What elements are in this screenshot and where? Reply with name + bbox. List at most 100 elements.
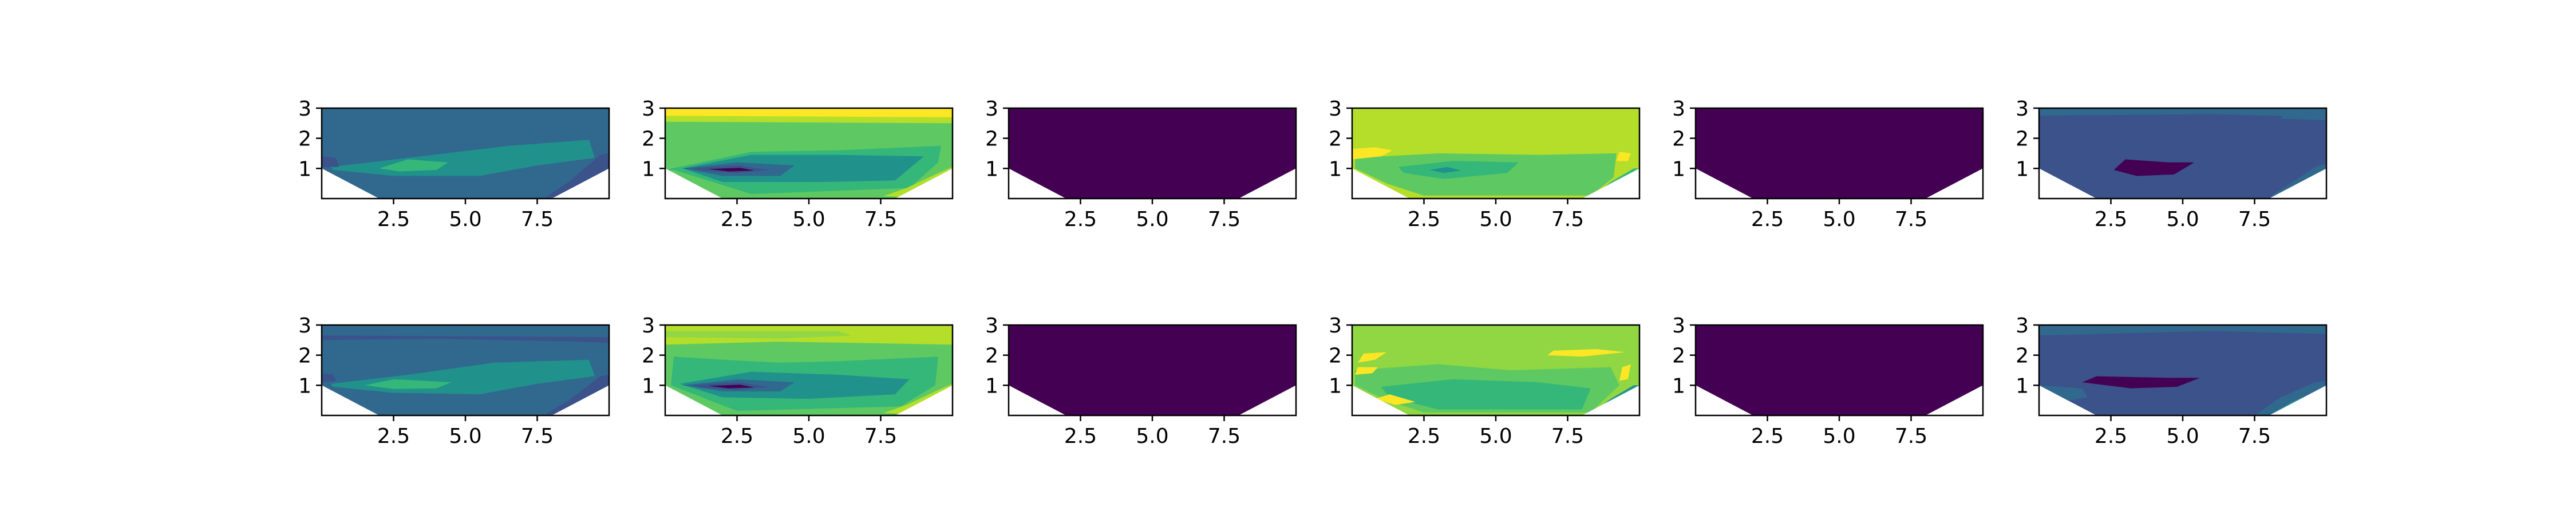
x-tick-label: 2.5 xyxy=(377,425,410,448)
y-tick-label: 3 xyxy=(1672,314,1685,338)
contour-background xyxy=(1696,325,1983,415)
x-tick-label: 2.5 xyxy=(1064,425,1097,448)
y-tick-label: 2 xyxy=(1329,344,1342,368)
contour-region xyxy=(1429,167,1461,173)
contour-region xyxy=(379,159,448,172)
x-tick-label: 5.0 xyxy=(792,425,825,448)
y-tick-label: 1 xyxy=(1672,157,1685,181)
x-tick-label: 5.0 xyxy=(2166,208,2199,231)
y-tick-label: 3 xyxy=(985,97,998,121)
y-tick-label: 3 xyxy=(642,97,655,121)
contour-region xyxy=(2280,112,2326,121)
y-tick-label: 2 xyxy=(985,344,998,368)
x-tick-label: 2.5 xyxy=(377,208,410,231)
y-tick-label: 2 xyxy=(1672,344,1685,368)
x-tick-label: 2.5 xyxy=(1751,425,1784,448)
x-tick-label: 5.0 xyxy=(1136,208,1168,231)
y-tick-label: 3 xyxy=(1672,97,1685,121)
contour-region xyxy=(322,156,339,167)
x-tick-label: 5.0 xyxy=(1136,425,1168,448)
y-tick-label: 1 xyxy=(1329,157,1342,181)
contour-panel-row1-col5: 2.5 5.0 7.5 1 2 3 xyxy=(1672,97,1984,231)
contour-region xyxy=(2039,108,2326,117)
contour-background xyxy=(1009,108,1296,199)
contour-region xyxy=(1352,147,1393,160)
y-tick-label: 1 xyxy=(2016,374,2029,398)
y-tick-label: 2 xyxy=(1329,128,1342,151)
x-tick-label: 5.0 xyxy=(449,208,481,231)
contour-region xyxy=(1381,379,1591,410)
x-tick-label: 7.5 xyxy=(1551,208,1584,231)
contour-region xyxy=(1358,352,1387,363)
x-tick-label: 2.5 xyxy=(2095,208,2127,231)
x-tick-label: 5.0 xyxy=(1479,208,1512,231)
x-tick-label: 5.0 xyxy=(1823,425,1855,448)
contour-panel-row1-col4: 2.5 5.0 7.5 1 2 3 xyxy=(1329,97,1641,231)
x-tick-label: 2.5 xyxy=(721,208,753,231)
x-tick-label: 7.5 xyxy=(2238,208,2271,231)
contour-region xyxy=(665,108,953,117)
contour-background xyxy=(1696,108,1983,199)
y-tick-label: 3 xyxy=(2016,314,2029,338)
contour-panel-row1-col1: 2.5 5.0 7.5 1 2 3 xyxy=(298,97,610,231)
y-tick-label: 1 xyxy=(1329,374,1342,398)
contour-panel-row1-col6: 2.5 5.0 7.5 1 2 3 xyxy=(2016,97,2328,231)
contour-region xyxy=(365,379,451,389)
contour-region xyxy=(1355,367,1378,375)
x-tick-label: 7.5 xyxy=(521,208,554,231)
y-tick-label: 2 xyxy=(642,128,655,151)
contour-panel-row1-col2: 2.5 5.0 7.5 1 2 3 xyxy=(642,97,954,231)
contour-region xyxy=(2039,325,2326,336)
x-tick-label: 7.5 xyxy=(2238,425,2271,448)
y-tick-label: 3 xyxy=(2016,97,2029,121)
contour-region xyxy=(546,374,609,414)
contour-background xyxy=(1009,325,1296,415)
x-tick-label: 5.0 xyxy=(792,208,825,231)
contour-region xyxy=(2113,159,2195,176)
y-tick-label: 1 xyxy=(1672,374,1685,398)
contour-region xyxy=(883,383,953,414)
x-tick-label: 2.5 xyxy=(721,425,753,448)
x-tick-label: 7.5 xyxy=(1208,425,1240,448)
x-tick-label: 5.0 xyxy=(449,425,481,448)
y-tick-label: 3 xyxy=(642,314,655,338)
contour-region xyxy=(1619,364,1631,381)
y-tick-label: 2 xyxy=(985,128,998,151)
y-tick-label: 1 xyxy=(298,374,311,398)
contour-panel-row2-col5: 2.5 5.0 7.5 1 2 3 xyxy=(1672,314,1984,448)
y-tick-label: 1 xyxy=(642,374,655,398)
x-tick-label: 2.5 xyxy=(1064,208,1097,231)
y-tick-label: 2 xyxy=(2016,344,2029,368)
x-tick-label: 7.5 xyxy=(1895,425,1927,448)
y-tick-label: 3 xyxy=(1329,314,1342,338)
x-tick-label: 2.5 xyxy=(1408,208,1440,231)
y-tick-label: 2 xyxy=(642,344,655,368)
y-tick-label: 2 xyxy=(298,344,311,368)
contour-region xyxy=(708,385,754,389)
x-tick-label: 2.5 xyxy=(1408,425,1440,448)
y-tick-label: 3 xyxy=(298,314,311,338)
x-tick-label: 2.5 xyxy=(2095,425,2127,448)
contour-region xyxy=(546,153,609,197)
contour-region xyxy=(1616,152,1631,161)
contour-region xyxy=(2271,164,2326,196)
contour-region xyxy=(2082,376,2200,389)
y-tick-label: 3 xyxy=(1329,97,1342,121)
contour-panel-row2-col2: 2.5 5.0 7.5 1 2 3 xyxy=(642,314,954,448)
contour-region xyxy=(322,373,337,383)
contour-region xyxy=(708,168,754,172)
contour-region xyxy=(679,371,910,399)
x-tick-label: 2.5 xyxy=(1751,208,1784,231)
x-tick-label: 5.0 xyxy=(2166,425,2199,448)
contour-panel-row2-col6: 2.5 5.0 7.5 1 2 3 xyxy=(2016,314,2328,448)
x-tick-label: 5.0 xyxy=(1479,425,1512,448)
y-tick-label: 2 xyxy=(298,128,311,151)
contour-panel-row2-col3: 2.5 5.0 7.5 1 2 3 xyxy=(985,314,1297,448)
contour-region xyxy=(1375,394,1416,405)
contour-region xyxy=(665,331,852,339)
y-tick-label: 1 xyxy=(985,374,998,398)
contour-background xyxy=(2039,108,2326,199)
contour-panel-row2-col4: 2.5 5.0 7.5 1 2 3 xyxy=(1329,314,1641,448)
contour-region xyxy=(2039,385,2088,402)
